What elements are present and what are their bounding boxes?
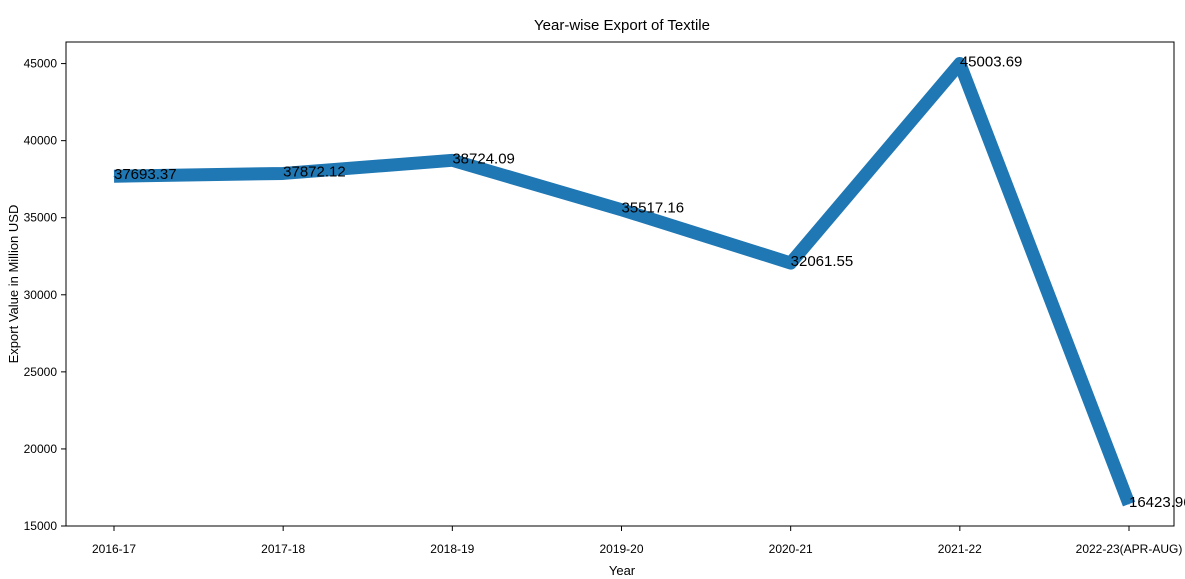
y-tick-label: 45000 <box>24 57 58 71</box>
y-tick-label: 40000 <box>24 134 58 148</box>
x-tick-label: 2021-22 <box>938 542 982 556</box>
data-label: 35517.16 <box>622 200 685 217</box>
data-point <box>790 262 792 264</box>
x-tick-label: 2022-23(APR-AUG) <box>1076 542 1183 556</box>
data-points <box>113 63 1130 505</box>
x-axis: 2016-17 2017-18 2018-19 2019-20 2020-21 2021-… <box>92 526 1182 556</box>
y-tick-label: 25000 <box>24 365 58 379</box>
y-axis: 15000 20000 25000 30000 35000 40000 45000 <box>24 57 66 533</box>
data-label: 38724.09 <box>452 150 515 167</box>
data-point <box>451 159 453 161</box>
data-label: 16423.96 <box>1129 494 1185 511</box>
data-point <box>959 63 961 65</box>
y-tick-label: 15000 <box>24 519 58 533</box>
x-tick-label: 2020-21 <box>769 542 813 556</box>
data-label: 45003.69 <box>960 54 1023 71</box>
series-line <box>113 57 1136 507</box>
x-tick-label: 2017-18 <box>261 542 305 556</box>
data-label: 37693.37 <box>114 166 177 183</box>
data-point <box>282 172 284 174</box>
x-axis-label: Year <box>609 563 636 578</box>
x-tick-label: 2018-19 <box>430 542 474 556</box>
y-axis-label: Export Value in Million USD <box>6 205 21 364</box>
x-tick-label: 2019-20 <box>599 542 643 556</box>
chart-title: Year-wise Export of Textile <box>534 17 710 34</box>
x-tick-label: 2016-17 <box>92 542 136 556</box>
y-tick-label: 20000 <box>24 442 58 456</box>
data-label: 37872.12 <box>283 163 346 180</box>
data-label: 32061.55 <box>791 253 854 270</box>
plot-frame <box>65 41 1175 527</box>
data-point <box>113 175 115 177</box>
y-tick-label: 35000 <box>24 211 58 225</box>
y-tick-label: 30000 <box>24 288 58 302</box>
data-labels: 37693.37 37872.12 38724.09 35517.16 32061.55… <box>114 54 1185 512</box>
data-point <box>621 209 622 211</box>
data-point <box>1128 503 1130 505</box>
